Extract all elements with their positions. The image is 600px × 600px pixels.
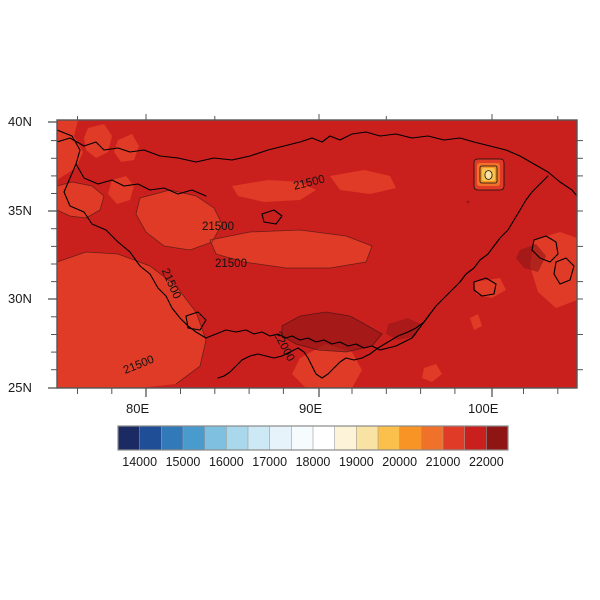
colorbar[interactable]: [117, 425, 509, 451]
colorbar-swatch: [291, 426, 314, 450]
ytick-label-35N: 35N: [8, 203, 32, 218]
colorbar-swatch: [378, 426, 401, 450]
contour-fill-layer: [57, 120, 577, 388]
colorbar-swatch: [443, 426, 466, 450]
colorbar-swatch: [356, 426, 379, 450]
colorbar-tick-label: 17000: [252, 455, 288, 469]
colorbar-tick-label: 18000: [295, 455, 331, 469]
country-boundary-layer: [57, 129, 577, 379]
colorbar-tick-label: 22000: [468, 455, 504, 469]
colorbar-swatch: [139, 426, 162, 450]
colorbar-swatch: [226, 426, 249, 450]
colorbar-swatch: [334, 426, 357, 450]
colorbar-tick-label: 20000: [382, 455, 418, 469]
contour-band-20500: [57, 120, 577, 388]
colorbar-tick-label: 19000: [338, 455, 374, 469]
contour-line-layer: [57, 181, 383, 385]
contour-label: 21500: [202, 221, 234, 233]
colorbar-swatch: [399, 426, 422, 450]
colorbar-tick-label: 14000: [122, 455, 158, 469]
colorbar-tick-label: 15000: [165, 455, 201, 469]
colorbar-swatch: [464, 426, 487, 450]
colorbar-swatch: [118, 426, 141, 450]
xtick-label-80E: 80E: [126, 401, 150, 416]
ytick-label-25N: 25N: [8, 380, 32, 395]
colorbar-swatch: [269, 426, 292, 450]
bullseye-low-anomaly: [466, 158, 505, 204]
colorbar-swatch: [161, 426, 184, 450]
contour-band-21500-high: [282, 244, 546, 352]
axes-frame: [48, 114, 583, 397]
colorbar-swatch: [486, 426, 509, 450]
colorbar-swatch: [183, 426, 206, 450]
colorbar-swatch: [248, 426, 271, 450]
contour-label: 21500: [215, 258, 247, 270]
colorbar-swatch: [421, 426, 444, 450]
colorbar-tick-label: 21000: [425, 455, 461, 469]
colorbar-swatch: [313, 426, 336, 450]
colorbar-tick-label: 16000: [208, 455, 244, 469]
ytick-label-30N: 30N: [8, 291, 32, 306]
colorbar-swatch: [204, 426, 227, 450]
xtick-label-90E: 90E: [299, 401, 323, 416]
xtick-label-100E: 100E: [468, 401, 499, 416]
ytick-label-40N: 40N: [8, 114, 32, 129]
